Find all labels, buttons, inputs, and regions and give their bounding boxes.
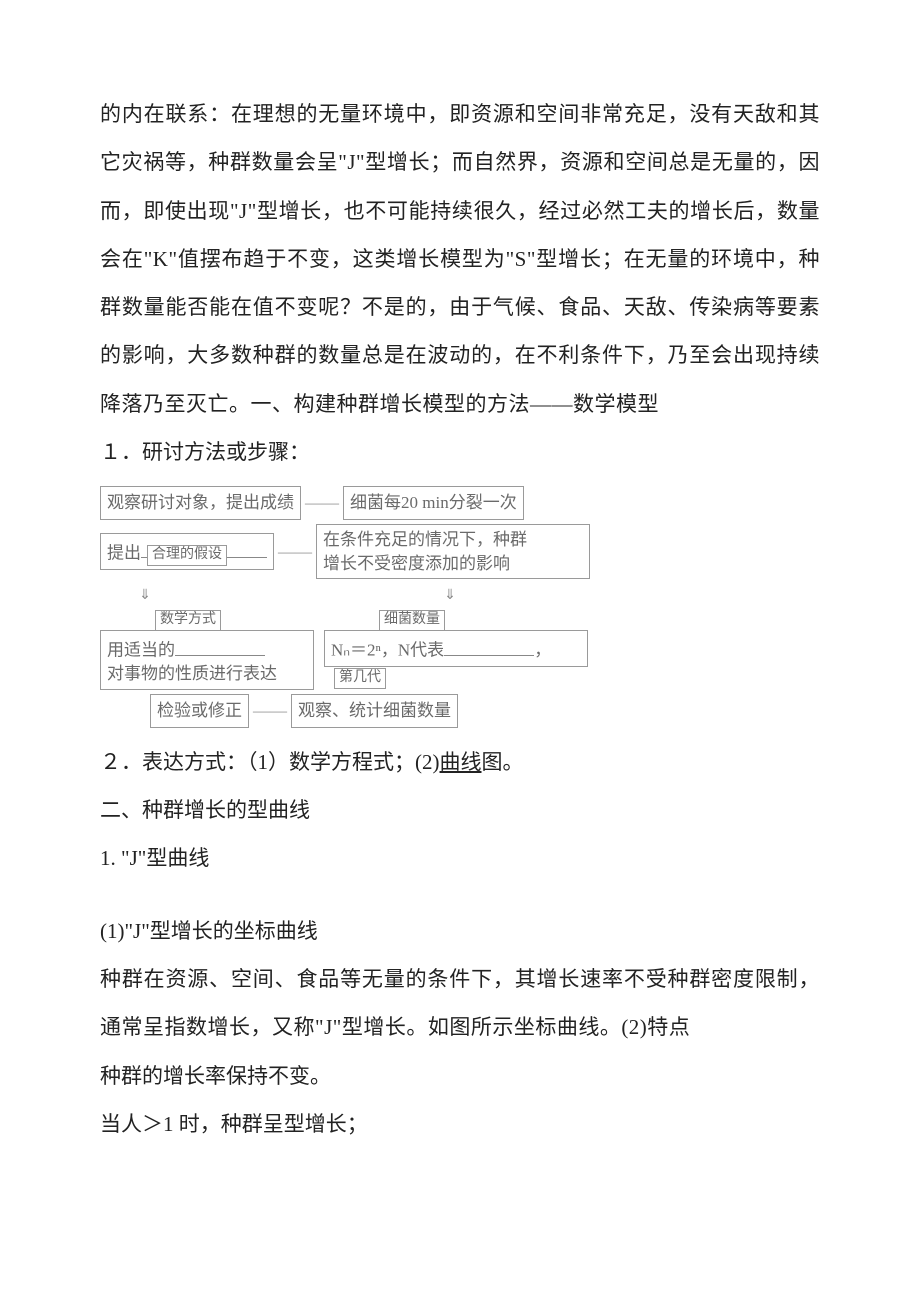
arrow-down-right: ⇓ [420, 587, 480, 604]
j-curve-sub1: (1)"J"型增长的坐标曲线 [100, 907, 820, 955]
box-verify: 检验或修正 [150, 694, 249, 728]
diagram-row-1: 观察研讨对象，提出成绩 —— 细菌每20 min分裂一次 [100, 486, 820, 520]
box-observe-count: 观察、统计细菌数量 [291, 694, 458, 728]
small-generation: 第几代 [334, 668, 386, 689]
para1-text: 的内在联系：在理想的无量环境中，即资源和空间非常充足，没有天敌和其它灾祸等，种群… [100, 90, 820, 428]
cond-l2: 增长不受密度添加的影响 [323, 554, 510, 573]
diagram-row-2: 提出合理的假设 —— 在条件充足的情况下，种群 增长不受密度添加的影响 [100, 524, 820, 580]
formula-text: Nₙ＝2ⁿ，N代表 [331, 641, 444, 660]
express-l1: 用适当的 [107, 641, 175, 660]
expr-underline: 曲线 [440, 750, 482, 774]
steps-heading: １．研讨方法或步骤： [100, 428, 820, 476]
link-dash-4: —— [249, 701, 291, 721]
hypothesis-small: 合理的假设 [147, 545, 227, 566]
intro-paragraph: 的内在联系：在理想的无量环境中，即资源和空间非常充足，没有天敌和其它灾祸等，种群… [100, 90, 820, 428]
small-math-form: 数学方式 [155, 610, 221, 631]
diagram-row-4: 检验或修正 —— 观察、统计细菌数量 [150, 694, 820, 728]
j-curve-heading: 1. "J"型曲线 [100, 834, 820, 882]
diagram-row-3: 数学方式 用适当的 对事物的性质进行表达 细菌数量 Nₙ＝2ⁿ，N代表， 第几代 [100, 608, 820, 690]
cond-l1: 在条件充足的情况下，种群 [323, 530, 527, 549]
growth-rate-line: 种群的增长率保持不变。 [100, 1052, 820, 1100]
lambda-line: 当人＞1 时，种群呈型增长； [100, 1100, 820, 1148]
box-express: 用适当的 对事物的性质进行表达 [100, 630, 314, 690]
link-dash-2: —— [274, 542, 316, 562]
box-hypothesis: 提出合理的假设 [100, 533, 274, 570]
box-formula: Nₙ＝2ⁿ，N代表， [324, 630, 588, 667]
hypothesis-prefix: 提出 [107, 543, 141, 562]
link-dash-1: —— [301, 493, 343, 513]
section-2-heading: 二、种群增长的型曲线 [100, 786, 820, 834]
method-diagram: 观察研讨对象，提出成绩 —— 细菌每20 min分裂一次 提出合理的假设 —— … [100, 486, 820, 727]
expr-suffix: 图。 [482, 750, 524, 774]
box-condition: 在条件充足的情况下，种群 增长不受密度添加的影响 [316, 524, 590, 580]
express-l2: 对事物的性质进行表达 [107, 664, 277, 683]
para2-text: 种群在资源、空间、食品等无量的条件下，其增长速率不受种群密度限制，通常呈指数增长… [100, 955, 820, 1052]
small-bacteria-count: 细菌数量 [379, 610, 445, 631]
box-observe: 观察研讨对象，提出成绩 [100, 486, 301, 520]
expression-line: ２．表达方式：（1）数学方程式；(2)曲线图。 [100, 738, 820, 786]
diagram-arrows: ⇓ ⇓ [100, 587, 820, 604]
box-bacteria-split: 细菌每20 min分裂一次 [343, 486, 524, 520]
arrow-down-left: ⇓ [100, 587, 190, 604]
expr-prefix: ２．表达方式：（1）数学方程式；(2) [100, 750, 440, 774]
j-curve-paragraph: 种群在资源、空间、食品等无量的条件下，其增长速率不受种群密度限制，通常呈指数增长… [100, 955, 820, 1052]
